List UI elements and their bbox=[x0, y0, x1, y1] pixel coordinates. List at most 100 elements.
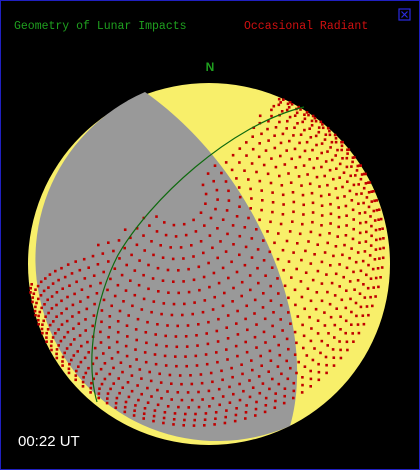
impact-dot bbox=[320, 151, 323, 155]
impact-dot bbox=[382, 246, 385, 250]
impact-dot bbox=[74, 378, 77, 382]
impact-dot bbox=[367, 263, 370, 267]
impact-dot bbox=[255, 346, 258, 349]
impact-dot bbox=[166, 268, 170, 272]
impact-dot bbox=[72, 354, 76, 357]
impact-dot bbox=[355, 169, 359, 172]
impact-dot bbox=[174, 335, 178, 338]
impact-dot bbox=[367, 191, 371, 194]
impact-dot bbox=[358, 292, 362, 295]
impact-dot bbox=[131, 304, 134, 308]
impact-dot bbox=[308, 127, 311, 130]
impact-dot bbox=[258, 218, 261, 222]
impact-dot bbox=[370, 190, 373, 193]
impact-dot bbox=[197, 265, 201, 269]
impact-dot bbox=[270, 266, 274, 269]
impact-dot bbox=[100, 382, 104, 386]
impact-dot bbox=[317, 370, 321, 374]
impact-dot bbox=[333, 294, 337, 297]
impact-dot bbox=[156, 388, 159, 392]
impact-dot bbox=[84, 318, 87, 321]
impact-dot bbox=[382, 237, 385, 240]
impact-dot bbox=[288, 115, 292, 119]
impact-dot bbox=[163, 411, 167, 414]
impact-dot bbox=[348, 280, 352, 283]
impact-dot bbox=[61, 360, 64, 363]
impact-dot bbox=[147, 263, 150, 267]
close-box[interactable] bbox=[398, 8, 411, 21]
impact-dot bbox=[179, 246, 183, 249]
impact-dot bbox=[185, 345, 189, 348]
close-cross[interactable] bbox=[401, 11, 408, 18]
impact-dot bbox=[69, 343, 73, 346]
impact-dot bbox=[211, 380, 214, 384]
impact-dot bbox=[220, 171, 223, 175]
impact-dot bbox=[317, 126, 321, 129]
impact-dot bbox=[240, 294, 243, 298]
impact-dot bbox=[345, 266, 349, 270]
impact-dot bbox=[351, 160, 354, 164]
impact-dot bbox=[266, 127, 269, 131]
impact-dot bbox=[84, 371, 88, 375]
impact-dot bbox=[257, 155, 261, 159]
impact-dot bbox=[244, 340, 247, 344]
impact-dot bbox=[344, 306, 348, 310]
impact-dot bbox=[323, 251, 327, 254]
impact-dot bbox=[280, 372, 283, 376]
impact-dot bbox=[63, 275, 67, 279]
impact-dot bbox=[335, 167, 338, 170]
impact-dot bbox=[270, 108, 273, 112]
impact-dot bbox=[226, 314, 230, 317]
impact-dot bbox=[334, 154, 337, 157]
close-button[interactable] bbox=[398, 8, 411, 21]
impact-dot bbox=[249, 207, 252, 210]
impact-dot bbox=[208, 234, 212, 237]
impact-dot bbox=[29, 291, 32, 294]
impact-dot bbox=[328, 193, 331, 196]
impact-dot bbox=[298, 232, 302, 236]
impact-dot bbox=[150, 240, 153, 243]
impact-dot bbox=[345, 340, 349, 344]
impact-dot bbox=[333, 133, 337, 137]
impact-dot bbox=[319, 351, 322, 355]
impact-dot bbox=[308, 182, 312, 186]
impact-dot bbox=[297, 360, 300, 364]
impact-dot bbox=[184, 355, 187, 358]
impact-dot bbox=[231, 300, 234, 303]
impact-dot bbox=[362, 283, 365, 286]
impact-dot bbox=[317, 378, 321, 382]
impact-dot bbox=[230, 260, 233, 264]
impact-dot bbox=[110, 304, 113, 308]
impact-dot bbox=[374, 276, 378, 280]
impact-dot bbox=[324, 355, 328, 359]
impact-dot bbox=[238, 234, 242, 238]
impact-dot bbox=[309, 339, 313, 343]
impact-dot bbox=[298, 141, 301, 145]
impact-dot bbox=[287, 296, 290, 300]
impact-dot bbox=[170, 382, 173, 385]
impact-dot bbox=[245, 141, 248, 144]
impact-dot bbox=[324, 160, 328, 163]
impact-dot bbox=[138, 259, 141, 262]
impact-dot bbox=[66, 295, 69, 299]
impact-dot bbox=[367, 205, 371, 209]
impact-dot bbox=[200, 381, 204, 385]
impact-dot bbox=[243, 226, 247, 229]
impact-dot bbox=[351, 332, 354, 335]
impact-dot bbox=[246, 328, 249, 332]
impact-dot bbox=[52, 320, 55, 323]
impact-dot bbox=[339, 348, 342, 352]
impact-dot bbox=[311, 148, 314, 152]
impact-dot bbox=[261, 199, 264, 202]
impact-dot bbox=[240, 363, 243, 366]
impact-dot bbox=[359, 164, 362, 167]
impact-dot bbox=[289, 366, 292, 370]
impact-dot bbox=[47, 311, 50, 315]
impact-dot bbox=[106, 288, 109, 292]
impact-dot bbox=[277, 382, 281, 386]
impact-dot bbox=[190, 398, 194, 402]
impact-dot bbox=[261, 382, 265, 385]
impact-dot bbox=[176, 391, 180, 394]
impact-dot bbox=[369, 244, 373, 247]
impact-dot bbox=[336, 235, 339, 238]
